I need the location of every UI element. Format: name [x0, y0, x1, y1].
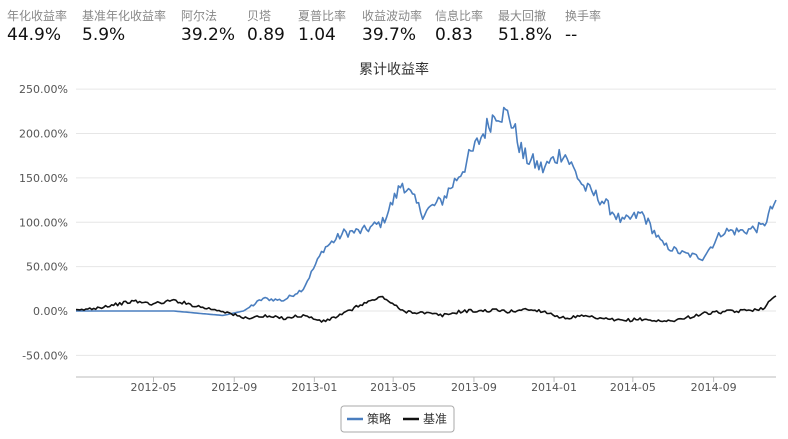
stat-value: 44.9% [7, 25, 62, 45]
chart-title: 累计收益率 [359, 61, 429, 78]
stat-label: 贝塔 [247, 9, 272, 23]
y-axis-ticks: 250.00% 200.00% 150.00% 100.00% 50.00% 0.00% -… [19, 83, 68, 362]
x-tick-label: 2014-09 [691, 381, 737, 394]
stat-label: 夏普比率 [298, 9, 347, 23]
legend[interactable]: 策略 基准 [340, 405, 455, 433]
x-tick-label: 2014-01 [531, 381, 577, 394]
x-tick-label: 2012-05 [131, 381, 177, 394]
legend-box [340, 405, 455, 433]
stat-value: -- [565, 25, 578, 45]
stat-value: 1.04 [298, 25, 336, 45]
stat-value: 0.89 [247, 25, 285, 45]
series-lines [75, 106, 777, 323]
y-tick-label: 150.00% [19, 172, 68, 185]
gridlines [76, 88, 776, 356]
x-tick-label: 2014-05 [610, 381, 656, 394]
x-tick-label: 2013-09 [451, 381, 497, 394]
stat-label: 收益波动率 [362, 9, 423, 23]
stat-value: 51.8% [498, 25, 553, 45]
stat-label: 换手率 [565, 9, 602, 23]
stat-value: 39.2% [181, 25, 236, 45]
stat-label: 年化收益率 [7, 9, 68, 23]
x-axis: 2012-05 2012-09 2013-01 2013-05 2013-09 2014-… [76, 376, 776, 394]
x-tick-label: 2013-05 [370, 381, 416, 394]
legend-label[interactable]: 基准 [423, 412, 447, 426]
stat-value: 39.7% [362, 25, 417, 45]
y-tick-label: -50.00% [22, 349, 68, 362]
series-line [75, 295, 777, 323]
stat-label: 阿尔法 [181, 9, 218, 23]
series-line [76, 106, 777, 317]
y-tick-label: 0.00% [33, 305, 68, 318]
y-tick-label: 100.00% [19, 216, 68, 229]
stat-label: 最大回撤 [498, 9, 547, 23]
stat-value: 5.9% [82, 25, 126, 45]
y-tick-label: 200.00% [19, 128, 68, 141]
stat-value: 0.83 [435, 25, 473, 45]
x-tick-label: 2013-01 [291, 381, 337, 394]
stat-label: 基准年化收益率 [82, 9, 167, 23]
y-tick-label: 50.00% [26, 261, 68, 274]
x-tick-label: 2012-09 [211, 381, 257, 394]
legend-label[interactable]: 策略 [367, 411, 391, 426]
y-tick-label: 250.00% [19, 83, 68, 96]
stat-label: 信息比率 [435, 9, 484, 23]
